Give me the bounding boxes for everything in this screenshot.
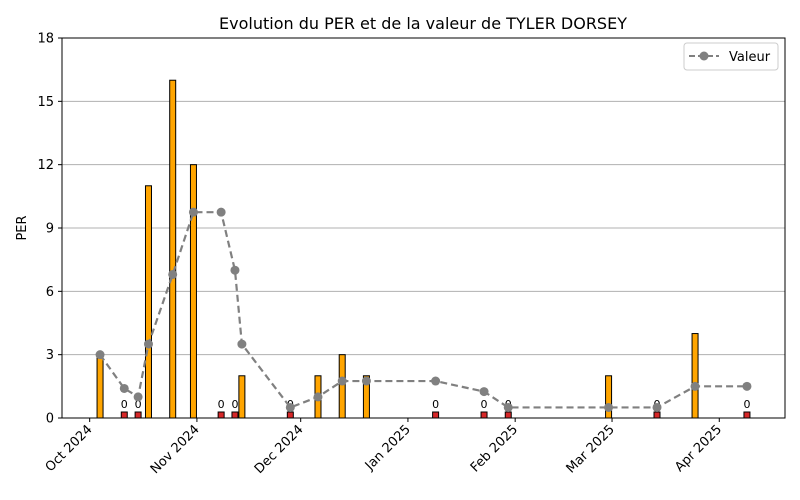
valeur-point-19 — [742, 381, 752, 391]
per-bar-1 — [120, 411, 128, 419]
valeur-point-1 — [119, 383, 129, 393]
per-bar-15 — [504, 411, 512, 419]
per-bar-17 — [653, 411, 661, 419]
zero-value-label-13: 0 — [432, 398, 439, 411]
zero-value-label-7: 0 — [231, 398, 238, 411]
valeur-point-13 — [431, 376, 441, 386]
x-tick-label-1: Nov 2024 — [148, 422, 203, 477]
y-tick-label-2: 6 — [46, 285, 54, 300]
per-bars — [96, 79, 751, 419]
valeur-series — [95, 207, 752, 412]
x-tick-label-5: Mar 2025 — [564, 422, 618, 476]
valeur-point-7 — [230, 265, 240, 275]
valeur-point-10 — [313, 392, 323, 402]
per-bar-14 — [480, 411, 488, 419]
valeur-point-0 — [95, 350, 105, 360]
per-bar-2 — [134, 411, 142, 419]
valeur-point-17 — [652, 402, 662, 412]
per-bar-18 — [691, 333, 699, 419]
per-bar-5 — [189, 164, 197, 419]
x-tick-label-4: Feb 2025 — [468, 422, 521, 475]
valeur-line — [99, 211, 747, 409]
valeur-point-16 — [604, 402, 614, 412]
valeur-point-15 — [503, 402, 513, 412]
x-tick-label-6: Apr 2025 — [672, 422, 725, 475]
y-axis-label: PER — [15, 215, 30, 240]
per-bar-3 — [144, 185, 152, 419]
per-bar-0 — [96, 354, 104, 419]
zero-value-label-2: 0 — [135, 398, 142, 411]
valeur-point-2 — [133, 392, 143, 402]
legend-label-valeur: Valeur — [729, 50, 771, 65]
per-bar-13 — [432, 411, 440, 419]
valeur-point-5 — [188, 207, 198, 217]
y-tick-label-4: 12 — [37, 158, 54, 173]
per-bar-4 — [169, 79, 177, 419]
legend: Valeur — [683, 42, 779, 71]
valeur-point-4 — [168, 269, 178, 279]
zero-value-label-6: 0 — [218, 398, 225, 411]
legend-marker — [699, 51, 709, 61]
zero-value-label-19: 0 — [743, 398, 750, 411]
valeur-point-6 — [216, 207, 226, 217]
grid-lines — [62, 100, 785, 356]
chart-title: Evolution du PER et de la valeur de TYLE… — [219, 14, 627, 33]
per-bar-19 — [743, 411, 751, 419]
y-tick-label-3: 9 — [46, 222, 54, 237]
x-tick-label-2: Dec 2024 — [252, 422, 307, 477]
y-tick-label-0: 0 — [46, 412, 54, 427]
y-tick-label-5: 15 — [37, 95, 54, 110]
y-tick-label-1: 3 — [46, 348, 54, 363]
valeur-point-9 — [285, 402, 295, 412]
x-tick-label-3: Jan 2025 — [362, 422, 414, 474]
per-bar-6 — [217, 411, 225, 419]
per-bar-8 — [238, 375, 246, 419]
x-tick-label-0: Oct 2024 — [43, 422, 96, 475]
valeur-point-3 — [143, 339, 153, 349]
y-tick-label-6: 18 — [37, 32, 54, 47]
valeur-point-14 — [479, 387, 489, 397]
valeur-point-8 — [237, 339, 247, 349]
per-bar-11 — [338, 354, 346, 419]
zero-value-label-14: 0 — [481, 398, 488, 411]
valeur-point-18 — [690, 381, 700, 391]
valeur-point-12 — [361, 376, 371, 386]
per-bar-9 — [286, 411, 294, 419]
zero-value-label-1: 0 — [121, 398, 128, 411]
valeur-point-11 — [337, 376, 347, 386]
legend-box — [683, 42, 779, 71]
per-bar-7 — [231, 411, 239, 419]
